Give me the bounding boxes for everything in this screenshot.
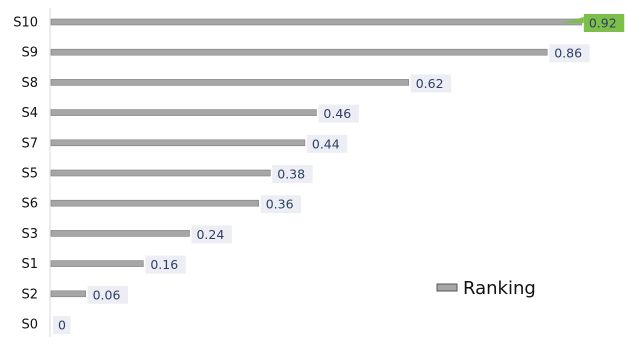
bar-s5 xyxy=(50,169,271,177)
value-label-box-s5 xyxy=(272,165,313,183)
bar-s9 xyxy=(50,48,548,56)
bar-s10 xyxy=(50,18,583,26)
value-label-s1: 0.16 xyxy=(150,257,178,272)
category-label-s10: S10 xyxy=(13,16,38,31)
value-label-s7: 0.44 xyxy=(312,136,340,151)
value-label-s6: 0.36 xyxy=(266,197,294,212)
legend-swatch-ranking xyxy=(436,283,458,292)
bar-s8 xyxy=(50,79,410,86)
value-label-s9: 0.86 xyxy=(554,46,582,61)
category-label-s4: S4 xyxy=(21,106,38,121)
value-label-s10: 0.92 xyxy=(589,16,617,31)
category-labels: S10 S9 S8 S4 S7 S5 S6 S3 S1 S2 S0 xyxy=(13,16,38,333)
value-label-pointer-s10 xyxy=(561,17,584,23)
value-label-box-s0 xyxy=(53,316,71,334)
category-label-s5: S5 xyxy=(21,167,38,182)
value-label-s2: 0.06 xyxy=(93,287,121,302)
category-label-s8: S8 xyxy=(21,76,38,91)
category-label-s9: S9 xyxy=(21,46,38,61)
bar-s3 xyxy=(50,230,190,237)
bar-s6 xyxy=(50,199,260,207)
value-label-box-s2 xyxy=(87,285,129,304)
bar-s2 xyxy=(50,290,86,298)
value-label-box-s1 xyxy=(145,255,186,274)
legend: Ranking xyxy=(436,278,536,299)
category-label-s2: S2 xyxy=(21,287,38,302)
bar-s1 xyxy=(50,260,144,267)
bars xyxy=(50,18,583,298)
value-label-box-s3 xyxy=(191,225,232,244)
value-label-s0: 0 xyxy=(58,318,66,333)
value-label-box-s6 xyxy=(260,195,302,214)
category-label-s6: S6 xyxy=(21,197,38,212)
value-label-s3: 0.24 xyxy=(196,227,224,242)
category-label-s1: S1 xyxy=(21,257,38,272)
bar-s7 xyxy=(50,139,306,147)
category-label-s7: S7 xyxy=(21,136,38,151)
value-label-box-s8 xyxy=(410,74,452,93)
value-label-s5: 0.38 xyxy=(277,167,305,182)
value-label-box-s9 xyxy=(549,44,590,63)
value-label-box-s10 xyxy=(583,14,625,32)
category-label-s0: S0 xyxy=(21,318,38,333)
value-labels: 0.92 0.86 0.62 0.46 0.44 0.38 0.36 0.24 0.16 0.06… xyxy=(53,14,625,334)
value-label-box-s7 xyxy=(306,134,348,153)
value-label-s4: 0.46 xyxy=(323,106,351,121)
bar-s4 xyxy=(50,109,317,116)
category-label-s3: S3 xyxy=(21,227,38,242)
value-label-box-s4 xyxy=(318,104,359,123)
value-label-s8: 0.62 xyxy=(416,76,444,91)
legend-label-ranking: Ranking xyxy=(463,278,536,299)
